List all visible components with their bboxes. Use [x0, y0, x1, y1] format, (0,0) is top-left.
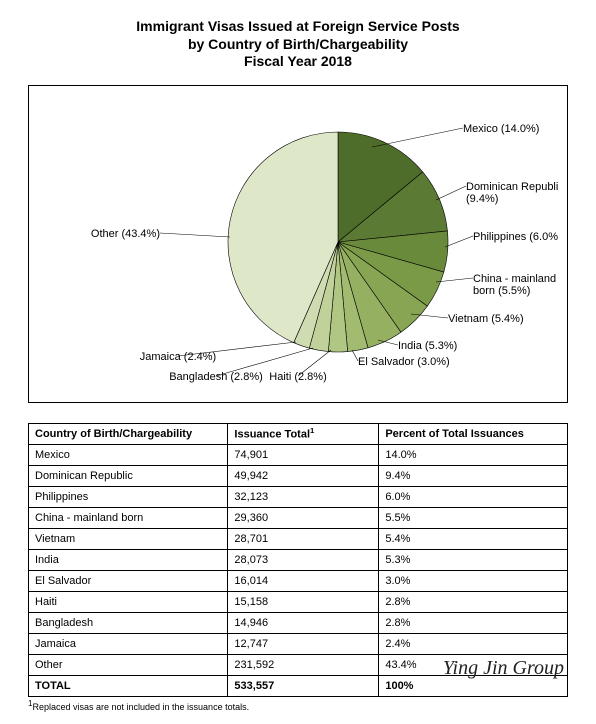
table-row: El Salvador16,0143.0% — [29, 570, 568, 591]
table-row: Philippines32,1236.0% — [29, 486, 568, 507]
table-row: Other231,59243.4% — [29, 654, 568, 675]
pie-label: India (5.3%) — [398, 340, 457, 352]
table-cell: 2.8% — [379, 612, 568, 633]
table-cell: 231,592 — [228, 654, 379, 675]
table-cell: 3.0% — [379, 570, 568, 591]
footnote-text: Replaced visas are not included in the i… — [32, 702, 249, 712]
table-row: Vietnam28,7015.4% — [29, 528, 568, 549]
table-row: Mexico74,90114.0% — [29, 444, 568, 465]
table-cell: 5.5% — [379, 507, 568, 528]
table-cell: 29,360 — [228, 507, 379, 528]
table-header-row: Country of Birth/ChargeabilityIssuance T… — [29, 423, 568, 444]
pie-label: Haiti (2.8%) — [269, 371, 326, 383]
table-header: Issuance Total1 — [228, 423, 379, 444]
table-cell: 6.0% — [379, 486, 568, 507]
issuance-table: Country of Birth/ChargeabilityIssuance T… — [28, 423, 568, 697]
table-cell: India — [29, 549, 228, 570]
table-cell: 5.3% — [379, 549, 568, 570]
pie-label: Other (43.4%) — [91, 228, 160, 240]
table-cell: 5.4% — [379, 528, 568, 549]
table-row: India28,0735.3% — [29, 549, 568, 570]
table-cell: Dominican Republic — [29, 465, 228, 486]
table-cell: 14.0% — [379, 444, 568, 465]
pie-label: El Salvador (3.0%) — [358, 356, 450, 368]
table-cell: Mexico — [29, 444, 228, 465]
table-cell: 49,942 — [228, 465, 379, 486]
footnote: 1Replaced visas are not included in the … — [28, 699, 568, 712]
table-cell: 32,123 — [228, 486, 379, 507]
leader-line — [160, 233, 230, 237]
page-title: Immigrant Visas Issued at Foreign Servic… — [28, 18, 568, 71]
table-cell: 100% — [379, 675, 568, 696]
pie-label: Dominican Republic(9.4%) — [466, 181, 558, 205]
pie-chart-frame: Mexico (14.0%) Dominican Republic(9.4%) Ph… — [28, 85, 568, 403]
table-cell: 28,701 — [228, 528, 379, 549]
table-cell: 74,901 — [228, 444, 379, 465]
pie-label: Philippines (6.0%) — [473, 231, 558, 243]
pie-label: Jamaica (2.4%) — [140, 351, 216, 363]
leader-line — [372, 128, 463, 147]
table-cell: 9.4% — [379, 465, 568, 486]
table-row: Jamaica12,7472.4% — [29, 633, 568, 654]
title-line-2: by Country of Birth/Chargeability — [28, 36, 568, 54]
table-cell: 2.4% — [379, 633, 568, 654]
title-line-1: Immigrant Visas Issued at Foreign Servic… — [28, 18, 568, 36]
table-cell: 43.4% — [379, 654, 568, 675]
table-cell: Jamaica — [29, 633, 228, 654]
table-cell: 533,557 — [228, 675, 379, 696]
table-row: Bangladesh14,9462.8% — [29, 612, 568, 633]
pie-label: Vietnam (5.4%) — [448, 313, 524, 325]
table-cell: El Salvador — [29, 570, 228, 591]
table-cell: Haiti — [29, 591, 228, 612]
table-cell: 28,073 — [228, 549, 379, 570]
table-header: Country of Birth/Chargeability — [29, 423, 228, 444]
table-cell: 2.8% — [379, 591, 568, 612]
table-row: Haiti15,1582.8% — [29, 591, 568, 612]
table-cell: 15,158 — [228, 591, 379, 612]
table-cell: Vietnam — [29, 528, 228, 549]
table-header: Percent of Total Issuances — [379, 423, 568, 444]
pie-label: Mexico (14.0%) — [463, 123, 539, 135]
table-cell: Philippines — [29, 486, 228, 507]
table-total-row: TOTAL533,557100% — [29, 675, 568, 696]
table-cell: China - mainland born — [29, 507, 228, 528]
pie-chart: Mexico (14.0%) Dominican Republic(9.4%) Ph… — [38, 92, 558, 392]
table-row: Dominican Republic49,9429.4% — [29, 465, 568, 486]
pie-label: Bangladesh (2.8%) — [169, 371, 263, 383]
leader-line — [436, 186, 466, 200]
table-row: China - mainland born29,3605.5% — [29, 507, 568, 528]
pie-label: China - mainlandborn (5.5%) — [473, 273, 556, 297]
table-cell: 16,014 — [228, 570, 379, 591]
table-cell: Bangladesh — [29, 612, 228, 633]
table-cell: 14,946 — [228, 612, 379, 633]
table-cell: 12,747 — [228, 633, 379, 654]
table-cell: TOTAL — [29, 675, 228, 696]
leader-line — [445, 236, 473, 247]
title-line-3: Fiscal Year 2018 — [28, 53, 568, 71]
table-cell: Other — [29, 654, 228, 675]
